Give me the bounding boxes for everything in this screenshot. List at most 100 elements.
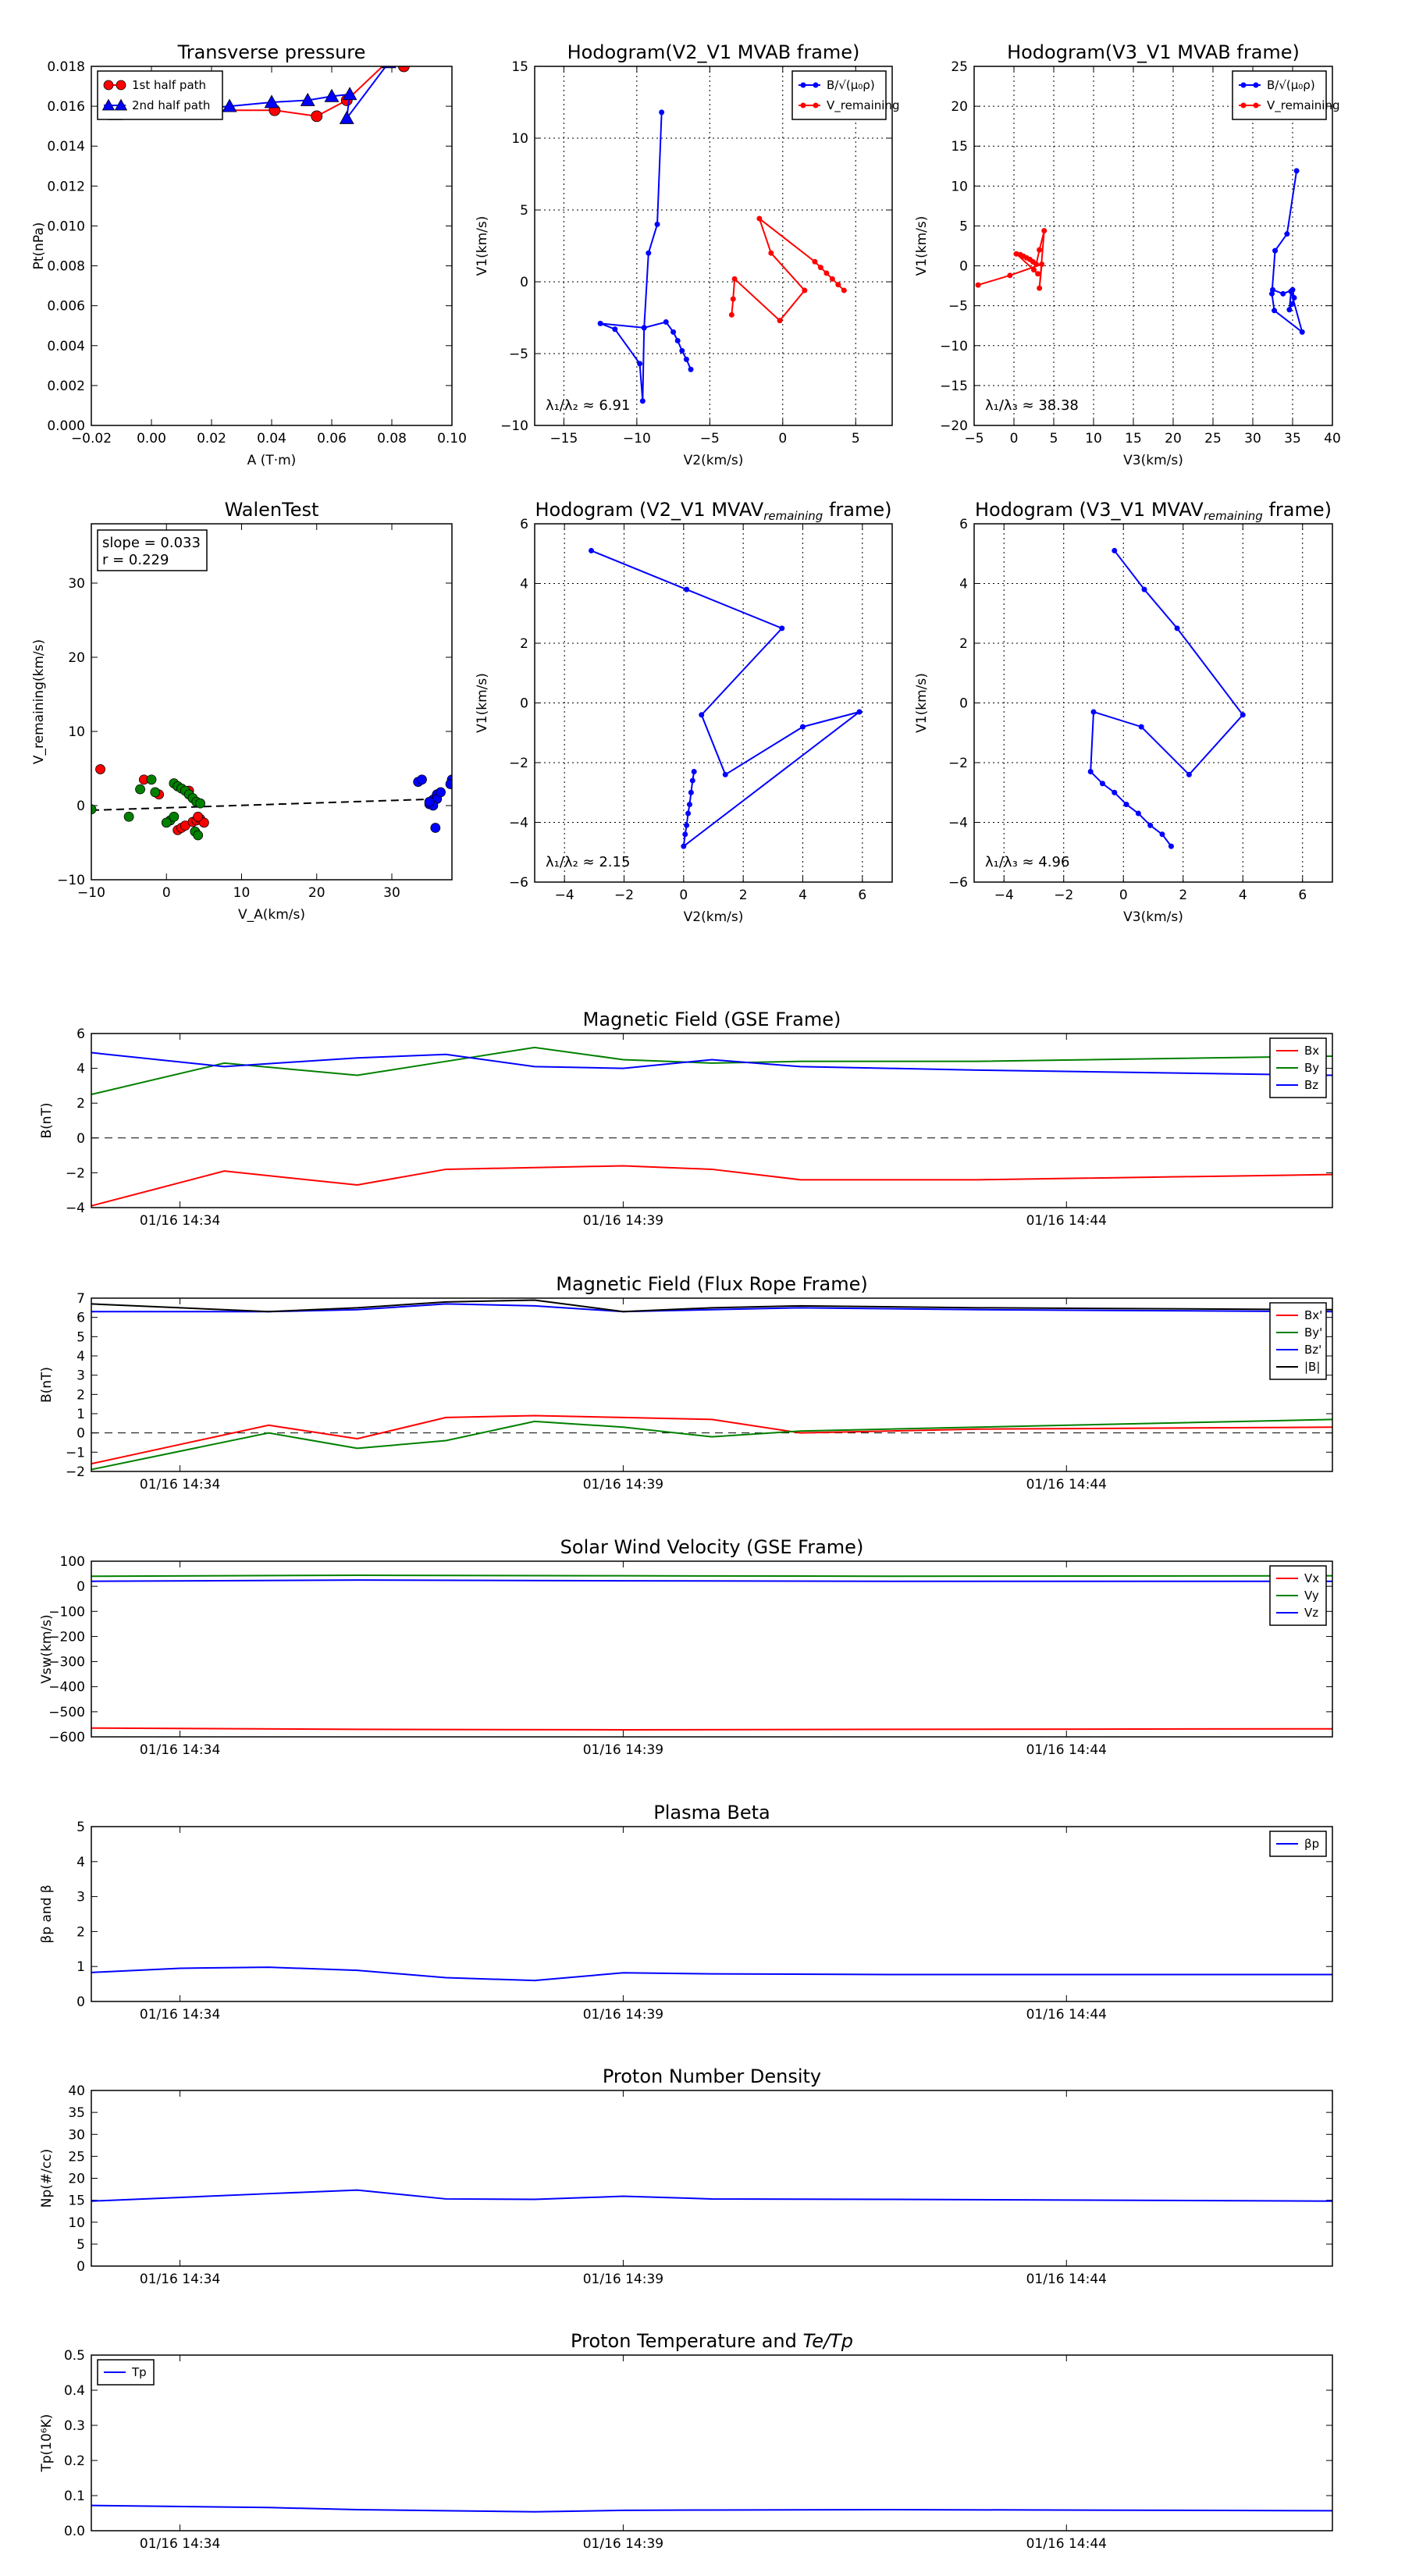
data-point	[1041, 228, 1048, 234]
plot-frame	[91, 523, 453, 881]
chart-title: WalenTest	[225, 499, 319, 521]
data-point	[1037, 285, 1043, 291]
legend: B/√(μ₀ρ) V_remaining	[791, 70, 900, 120]
y-tick-label: 6	[76, 1026, 85, 1042]
x-tick-label: 20	[308, 885, 325, 901]
chart-title: Solar Wind Velocity (GSE Frame)	[560, 1536, 864, 1558]
legend: Bx' By' Bz' |B|	[1269, 1302, 1327, 1380]
data-point	[722, 771, 728, 777]
chart-solar-wind-velocity: Solar Wind Velocity (GSE Frame) 01/16 14:…	[39, 1536, 1333, 1758]
plot-frame	[534, 523, 893, 883]
chart-title-end: frame)	[823, 499, 891, 521]
plot-frame	[91, 1033, 1333, 1208]
data-point	[817, 265, 823, 271]
y-tick-label: −200	[48, 1629, 85, 1645]
data-point	[699, 712, 705, 718]
data-point	[1186, 771, 1192, 777]
data-point	[689, 777, 695, 784]
data-point	[674, 337, 681, 343]
series-line	[599, 112, 692, 401]
y-tick-label: 2	[959, 636, 968, 652]
y-tick-label: −6	[509, 875, 528, 891]
data-point	[685, 810, 692, 817]
chart-hodogram-v2v1-mvab: Hodogram(V2_V1 MVAB frame) −15 −10 −5 0 5 −10 −…	[475, 41, 900, 468]
x-tick-label: 01/16 14:39	[583, 1742, 663, 1758]
data-point	[670, 329, 677, 335]
x-tick-label: 0	[162, 885, 171, 901]
y-tick-label: 10	[68, 724, 85, 740]
data-point	[1168, 843, 1174, 849]
data-point	[691, 768, 697, 774]
data-point	[663, 319, 669, 326]
y-tick-label: 2	[520, 636, 528, 652]
chart-magnetic-field-flux-rope: Magnetic Field (Flux Rope Frame) 01/16 14…	[39, 1273, 1333, 1493]
series-line-Vz	[91, 1579, 1332, 1582]
y-tick-label: 10	[68, 2215, 85, 2231]
y-tick-label: −10	[940, 339, 968, 354]
data-point	[339, 110, 354, 124]
y-tick-label: 6	[959, 517, 968, 532]
plot-area	[91, 1299, 1332, 1471]
y-axis-label: V1(km/s)	[475, 216, 490, 276]
legend: 1st half path 2nd half path	[97, 70, 223, 120]
fit-line	[91, 798, 430, 811]
y-axis-label: Pt(nPa)	[31, 222, 47, 270]
data-point	[682, 831, 688, 838]
y-tick-label: −2	[948, 756, 968, 771]
data-point	[1031, 267, 1037, 273]
legend-label: By	[1304, 1061, 1319, 1075]
legend-label: V_remaining	[827, 98, 900, 113]
x-tick-label: 01/16 14:34	[140, 2272, 220, 2287]
x-axis-label: V2(km/s)	[684, 453, 744, 468]
data-point	[1099, 781, 1105, 787]
data-point	[1141, 586, 1147, 592]
y-tick-label: −100	[48, 1604, 85, 1620]
y-tick-label: 0.0	[64, 2524, 85, 2539]
y-tick-label: −6	[948, 875, 968, 891]
legend-marker	[1240, 82, 1247, 88]
data-point	[311, 110, 323, 123]
legend-label: Vy	[1304, 1589, 1319, 1603]
data-point	[1270, 286, 1275, 293]
series-line-Bx'	[91, 1414, 1332, 1465]
data-point	[779, 625, 785, 632]
data-point	[1291, 294, 1297, 301]
plot-frame	[91, 2354, 1333, 2532]
series-line-|B|	[91, 1299, 1332, 1313]
data-point	[1147, 822, 1154, 828]
legend-marker	[101, 98, 116, 111]
legend-label: Bx	[1304, 1044, 1319, 1058]
data-point	[681, 843, 687, 849]
y-tick-label: −15	[940, 379, 968, 394]
data-point	[1090, 709, 1097, 715]
y-tick-label: 15	[951, 139, 968, 155]
data-point	[683, 356, 689, 362]
y-tick-label: −5	[948, 299, 968, 315]
x-axis-label: V_A(km/s)	[238, 907, 305, 923]
point-y	[195, 798, 205, 809]
data-point	[756, 215, 763, 222]
data-point	[597, 320, 603, 326]
y-tick-label: 0.010	[47, 219, 85, 234]
x-tick-label: 6	[1298, 888, 1307, 903]
x-tick-label: −5	[964, 431, 984, 447]
x-tick-label: 0.06	[317, 431, 347, 447]
point-y	[161, 817, 172, 828]
legend-label: Vx	[1304, 1571, 1319, 1585]
y-tick-label: 3	[76, 1890, 85, 1905]
x-tick-label: −4	[994, 888, 1014, 903]
data-point	[1039, 262, 1045, 268]
chart-title: Hodogram(V2_V1 MVAB frame)	[567, 41, 860, 63]
y-axis-label: Np(#/cc)	[39, 2149, 55, 2208]
y-axis-label: Tp(10⁶K)	[39, 2414, 55, 2472]
series-line-By	[91, 1046, 1332, 1096]
x-tick-label: 20	[1165, 431, 1182, 447]
chart-hodogram-v2v1-mvav: Hodogram (V2_V1 MVAVremaining frame) −4 −2…	[475, 499, 893, 925]
legend: B/√(μ₀ρ) V_remaining	[1232, 70, 1340, 120]
point-x	[193, 811, 204, 822]
y-axis-label: B(nT)	[39, 1102, 55, 1138]
y-tick-label: 4	[959, 577, 968, 592]
y-tick-label: 0.018	[47, 59, 85, 75]
y-tick-label: 0.2	[64, 2453, 85, 2469]
x-tick-label: 5	[1050, 431, 1058, 447]
